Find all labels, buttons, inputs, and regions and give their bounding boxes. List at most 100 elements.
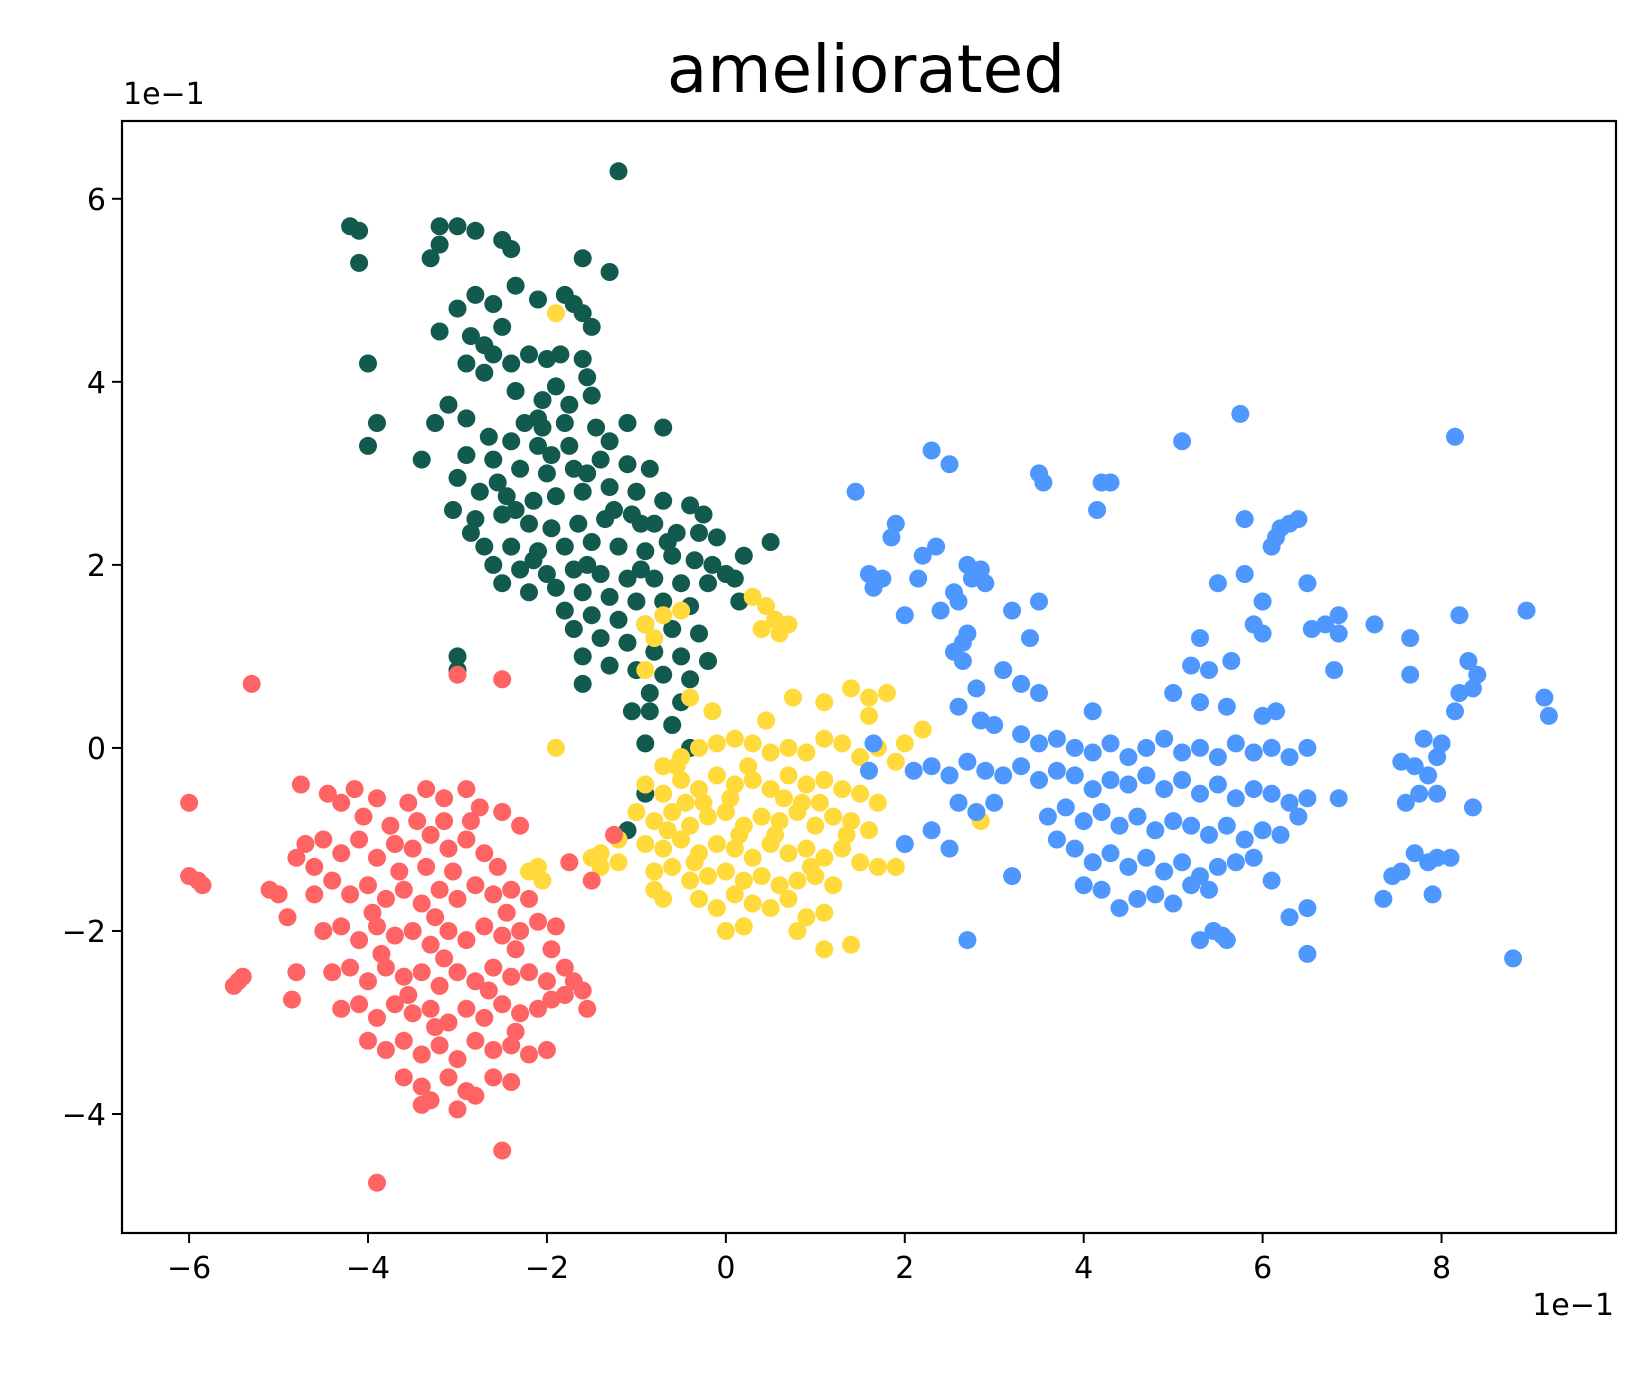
y-axis-offset-label: 1e−1 (123, 77, 205, 112)
data-point (421, 935, 440, 954)
data-point (761, 533, 780, 551)
y-axis: −4 −2 0 2 4 6 (62, 183, 122, 1133)
data-point (636, 734, 655, 753)
data-point (484, 450, 503, 469)
data-point (1208, 574, 1227, 593)
data-point (461, 327, 480, 346)
data-point (560, 853, 579, 872)
data-point (368, 1173, 386, 1192)
data-point (734, 546, 753, 565)
x-axis-offset-label: 1e−1 (1532, 1288, 1614, 1323)
data-point (1074, 812, 1093, 831)
data-point (332, 999, 351, 1018)
y-tick-label: −2 (62, 915, 106, 950)
data-point (305, 857, 324, 876)
data-point (967, 803, 986, 821)
data-point (953, 652, 972, 670)
data-point (1262, 537, 1281, 556)
data-point (1244, 780, 1263, 799)
data-point (466, 285, 485, 304)
data-point (448, 647, 467, 666)
data-point (645, 514, 664, 533)
data-point (591, 565, 610, 583)
data-point (994, 661, 1013, 680)
data-point (287, 848, 306, 867)
data-point (694, 505, 713, 524)
data-point (703, 702, 722, 721)
data-point (224, 976, 243, 995)
data-point (627, 803, 646, 821)
data-point (350, 995, 369, 1014)
data-point (578, 555, 597, 574)
data-point (582, 533, 601, 551)
data-point (1226, 853, 1245, 872)
data-point (676, 793, 695, 812)
data-point (1316, 615, 1335, 634)
data-point (359, 354, 377, 373)
data-point (1056, 798, 1075, 817)
data-point (359, 876, 377, 895)
y-tick-label: 6 (87, 183, 106, 218)
data-point (457, 409, 476, 428)
data-point (1182, 816, 1201, 835)
data-point (618, 569, 637, 588)
data-point (609, 610, 628, 629)
data-point (690, 624, 708, 643)
data-point (457, 931, 476, 950)
y-tick-label: 2 (87, 549, 106, 584)
data-point (940, 839, 959, 858)
data-point (430, 235, 449, 254)
data-point (654, 665, 673, 684)
data-point (721, 789, 740, 808)
data-point (654, 784, 673, 803)
data-point (654, 757, 673, 776)
data-point (546, 917, 565, 936)
data-point (332, 917, 351, 936)
data-point (542, 940, 561, 959)
data-point (1217, 931, 1236, 950)
data-point (976, 761, 995, 780)
data-point (430, 1036, 449, 1055)
data-point (636, 775, 655, 794)
data-point (484, 958, 503, 977)
data-point (354, 807, 373, 826)
data-point (1128, 889, 1147, 908)
data-point (788, 871, 807, 890)
data-point (1034, 473, 1053, 492)
data-point (842, 679, 861, 698)
data-point (1182, 876, 1201, 895)
data-point (757, 711, 776, 730)
data-point (546, 487, 565, 506)
data-point (761, 743, 780, 762)
data-point (645, 812, 664, 831)
data-point (569, 514, 588, 533)
data-point (1401, 665, 1420, 684)
data-point (1128, 807, 1147, 826)
data-point (833, 734, 852, 753)
data-point (618, 414, 637, 432)
data-point (895, 734, 914, 753)
data-point (314, 830, 333, 849)
data-point (730, 825, 749, 844)
data-point (430, 880, 449, 899)
data-point (1298, 789, 1317, 808)
data-point (368, 917, 386, 936)
data-point (461, 523, 480, 542)
data-point (1208, 748, 1227, 767)
data-point (390, 862, 409, 881)
data-point (681, 816, 700, 835)
data-point (716, 862, 735, 881)
data-point (582, 606, 601, 625)
data-point (605, 825, 623, 844)
data-point (587, 418, 606, 437)
data-point (815, 771, 834, 789)
data-point (475, 917, 494, 936)
data-point (573, 674, 592, 693)
data-point (1101, 473, 1120, 492)
series-1 (341, 162, 780, 840)
data-point (470, 482, 489, 501)
x-tick-label: 6 (1253, 1251, 1272, 1286)
data-point (1432, 734, 1451, 753)
data-point (475, 537, 494, 556)
data-point (470, 798, 489, 817)
